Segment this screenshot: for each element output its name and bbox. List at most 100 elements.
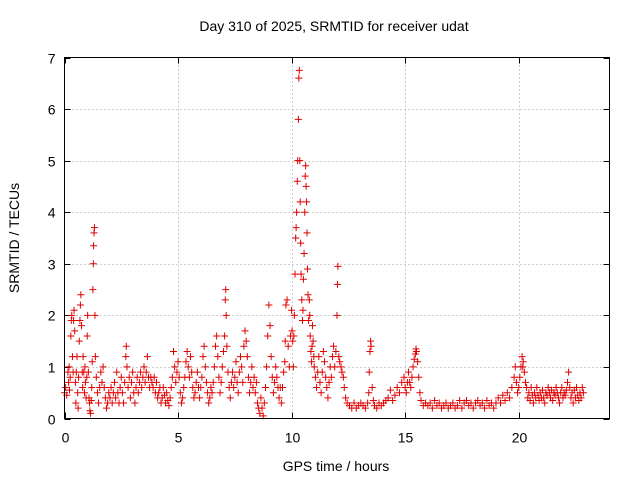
data-point [297,270,305,278]
data-point [481,404,489,412]
data-point [251,389,259,397]
data-point [409,363,417,371]
data-point [65,378,73,386]
data-point [519,358,527,366]
data-point [235,368,243,376]
data-point [134,389,142,397]
data-point [331,363,339,371]
data-point [338,368,346,376]
data-point [303,198,311,206]
data-point [88,358,96,366]
data-point [313,384,321,392]
data-point [201,363,209,371]
data-point [122,353,130,361]
data-point [89,286,97,294]
data-point [76,317,84,325]
data-point [307,347,315,355]
data-point [456,396,464,404]
data-point [483,396,491,404]
data-point [273,373,281,381]
data-point [565,368,573,376]
data-point [75,373,83,381]
data-point [339,373,347,381]
data-point [369,396,377,404]
data-point [73,353,81,361]
data-point [324,394,332,402]
data-point [518,353,526,361]
data-point [303,265,311,273]
data-point [138,384,146,392]
data-point [295,66,303,74]
data-point [83,332,91,340]
data-point [289,337,297,345]
data-point [386,386,394,394]
data-point [250,373,258,381]
data-point [558,384,566,392]
x-tick-label: 20 [512,430,528,446]
data-point [361,404,369,412]
data-point [79,353,87,361]
data-point [288,327,296,335]
data-point [71,378,79,386]
data-point [261,384,269,392]
data-point [131,399,139,407]
data-point [330,342,338,350]
data-point [72,399,80,407]
data-point [238,363,246,371]
chart-title: Day 310 of 2025, SRMTID for receiver uda… [199,18,468,34]
data-point [141,378,149,386]
data-point [309,337,317,345]
data-point [272,363,280,371]
data-point [340,384,348,392]
data-point [267,353,275,361]
data-point [391,391,399,399]
data-point [579,389,587,397]
data-point [328,353,336,361]
data-point [236,353,244,361]
data-point [180,384,188,392]
data-point [556,399,564,407]
data-point [248,363,256,371]
data-point [67,332,75,340]
data-point [265,301,273,309]
data-point [121,378,129,386]
data-point [217,378,225,386]
data-point [318,368,326,376]
data-point [167,384,175,392]
data-point [301,208,309,216]
data-point [68,311,76,319]
data-point [70,306,78,314]
data-point [91,311,99,319]
data-point [342,394,350,402]
data-point [254,399,262,407]
data-point [563,378,571,386]
data-point [103,404,111,412]
data-point [71,327,79,335]
data-point [75,337,83,345]
data-point [299,275,307,283]
data-point [91,353,99,361]
data-point [578,384,586,392]
data-point [117,373,125,381]
data-point [107,384,115,392]
y-tick-label: 6 [48,102,56,118]
data-point [142,368,150,376]
data-point [294,115,302,123]
data-point [226,394,234,402]
data-point [232,358,240,366]
data-point [350,399,358,407]
data-point [84,368,92,376]
data-point [89,260,97,268]
data-point [79,384,87,392]
data-point [230,384,238,392]
data-point [74,404,82,412]
data-point [149,384,157,392]
data-point [185,373,193,381]
data-point [118,389,126,397]
data-point [92,373,100,381]
data-point [99,363,107,371]
data-point [264,332,272,340]
y-tick-label: 5 [48,154,56,170]
data-point [143,353,151,361]
data-point [508,384,516,392]
